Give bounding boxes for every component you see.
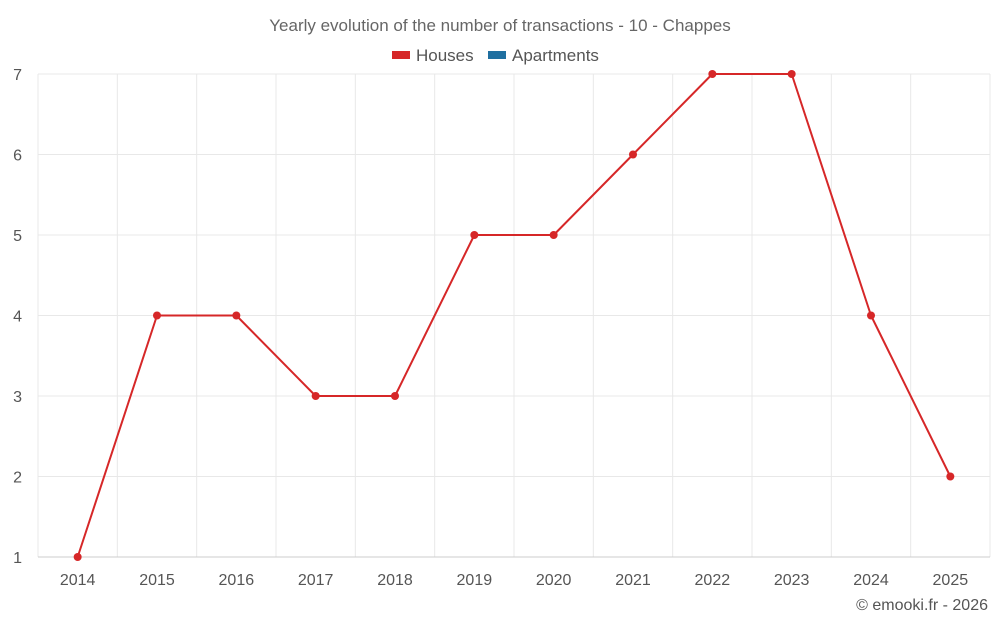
x-tick-label: 2016	[219, 572, 255, 589]
data-point-houses-2021[interactable]	[629, 150, 637, 159]
x-tick-label: 2025	[933, 572, 969, 589]
x-tick-label: 2024	[853, 572, 889, 589]
x-tick-label: 2022	[695, 572, 731, 589]
data-point-houses-2019[interactable]	[470, 231, 479, 239]
data-point-houses-2016[interactable]	[232, 311, 241, 320]
x-tick-label: 2014	[60, 572, 96, 589]
chart-legend: Houses Apartments	[392, 46, 599, 65]
x-tick-label: 2019	[457, 572, 493, 589]
data-point-houses-2024[interactable]	[867, 311, 875, 320]
data-point-houses-2018[interactable]	[391, 392, 399, 400]
data-point-houses-2023[interactable]	[787, 70, 796, 78]
x-tick-label: 2021	[615, 572, 651, 589]
x-tick-label: 2017	[298, 572, 334, 589]
y-tick-label: 6	[13, 148, 22, 165]
data-point-houses-2025[interactable]	[946, 472, 955, 481]
y-tick-label: 7	[13, 67, 22, 84]
data-point-houses-2020[interactable]	[549, 231, 558, 239]
y-tick-label: 2	[13, 470, 22, 487]
data-point-houses-2015[interactable]	[153, 311, 161, 320]
x-tick-label: 2018	[377, 572, 413, 589]
y-tick-label: 4	[13, 309, 22, 326]
y-tick-label: 5	[13, 228, 22, 245]
series-line-houses	[76, 73, 952, 558]
y-tick-label: 3	[13, 389, 22, 406]
data-point-houses-2014[interactable]	[73, 553, 82, 561]
credit-text: © emooki.fr - 2026	[856, 597, 988, 614]
legend-label-houses[interactable]: Houses	[416, 46, 474, 65]
chart-title: Yearly evolution of the number of transa…	[269, 16, 730, 35]
series-layer	[73, 70, 955, 561]
legend-swatch-apartments[interactable]	[488, 51, 506, 59]
legend-label-apartments[interactable]: Apartments	[512, 46, 599, 65]
data-point-houses-2022[interactable]	[708, 70, 717, 78]
x-tick-label: 2020	[536, 572, 572, 589]
x-tick-label: 2015	[139, 572, 175, 589]
data-point-houses-2017[interactable]	[311, 392, 320, 400]
legend-swatch-houses[interactable]	[392, 51, 410, 59]
axes: 1 2 3 4 5 6 7 2014 2015 2016 2017 2018 2019 2020 2021 2…	[13, 67, 990, 589]
y-tick-label: 1	[13, 550, 22, 567]
x-tick-label: 2023	[774, 572, 810, 589]
